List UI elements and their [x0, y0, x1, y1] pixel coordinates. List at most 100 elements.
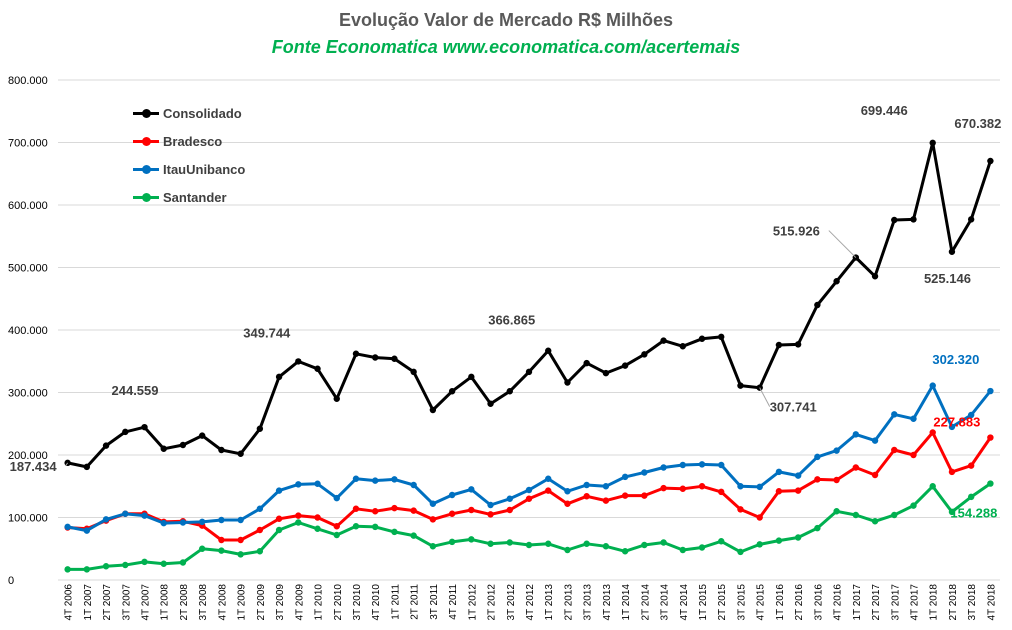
data-point: [891, 511, 898, 519]
data-point: [83, 566, 91, 573]
data-point: [833, 447, 840, 454]
data-point: [775, 537, 783, 544]
x-tick-label: 2T 2015: [717, 584, 728, 621]
chart-title: Evolução Valor de Mercado R$ Milhões: [338, 10, 674, 30]
x-tick-label: 4T 2007: [141, 584, 152, 621]
data-label: 187.434: [10, 459, 58, 474]
data-point: [487, 511, 494, 518]
data-point: [198, 545, 206, 552]
gridlines: [58, 79, 1000, 581]
data-point: [487, 540, 494, 547]
data-point: [102, 516, 110, 523]
data-point: [429, 406, 437, 414]
x-tick-label: 1T 2010: [314, 584, 325, 621]
series-lines: [64, 139, 994, 573]
series-bradesco: [64, 429, 994, 544]
data-point: [814, 476, 821, 483]
x-tick-label: 2T 2016: [794, 584, 805, 621]
data-point: [871, 471, 879, 479]
data-point: [314, 525, 321, 532]
x-tick-label: 3T 2007: [121, 584, 132, 621]
x-tick-label: 3T 2015: [736, 584, 747, 621]
data-point: [910, 451, 917, 459]
x-axis-tick-labels: 4T 2006 1T 2007 2T 2007 3T 2007 4T 2007 1T 20…: [64, 584, 998, 621]
data-point: [987, 434, 994, 441]
leader-line: [759, 387, 771, 407]
data-label: 515.926: [773, 224, 820, 239]
data-point: [256, 505, 264, 512]
data-point: [910, 415, 917, 422]
chart-subtitle: Fonte Economatica www.economatica.com/ac…: [271, 37, 741, 57]
legend-swatch: [133, 190, 159, 204]
data-point: [506, 495, 513, 502]
data-point: [987, 157, 994, 165]
data-point: [275, 515, 283, 522]
data-point: [448, 538, 456, 546]
series-santander: [64, 480, 994, 573]
data-point: [564, 546, 571, 554]
data-point: [391, 504, 398, 512]
data-point: [314, 480, 321, 487]
data-point: [372, 477, 379, 484]
x-tick-label: 1T 2016: [775, 584, 786, 621]
data-point: [891, 411, 898, 418]
data-point: [948, 423, 956, 431]
series-line: [67, 384, 992, 533]
data-point: [756, 483, 763, 491]
data-point: [64, 566, 71, 573]
legend-item-bradesco: Bradesco: [133, 127, 245, 155]
data-point: [545, 475, 552, 482]
data-point: [295, 512, 302, 519]
x-tick-label: 1T 2011: [390, 584, 401, 620]
data-point: [83, 527, 91, 534]
data-point: [794, 487, 802, 494]
data-label: 227.883: [933, 415, 980, 430]
data-point: [525, 368, 533, 376]
data-point: [660, 539, 667, 546]
data-point: [602, 543, 610, 550]
data-point: [391, 355, 398, 362]
legend-label: Consolidado: [163, 105, 242, 121]
data-point: [679, 461, 686, 469]
data-point: [814, 453, 821, 461]
series-itauunibanco: [64, 382, 994, 534]
x-tick-label: 2T 2008: [179, 584, 190, 621]
data-point: [429, 543, 437, 550]
data-point: [641, 541, 648, 549]
data-point: [814, 301, 821, 309]
data-point: [410, 532, 417, 539]
data-label: 349.744: [243, 325, 291, 340]
data-label: 366.865: [488, 313, 535, 328]
legend-swatch: [133, 162, 159, 176]
data-point: [237, 516, 244, 524]
y-tick-label: 500.000: [8, 263, 48, 275]
data-point: [775, 341, 783, 349]
data-point: [660, 464, 667, 471]
data-label: 699.446: [861, 103, 908, 118]
x-tick-label: 4T 2008: [217, 584, 228, 621]
x-tick-label: 2T 2017: [871, 584, 882, 621]
data-point: [698, 483, 706, 490]
data-point: [295, 358, 302, 365]
data-point: [929, 429, 936, 436]
x-tick-label: 1T 2012: [467, 584, 478, 621]
data-point: [621, 473, 629, 481]
chart-legend: Consolidado Bradesco ItauUnibanco Santander: [133, 99, 245, 211]
x-tick-label: 4T 2009: [294, 584, 305, 621]
data-point: [852, 511, 860, 519]
data-point: [179, 559, 187, 566]
x-tick-label: 3T 2017: [890, 584, 901, 621]
legend-label: Santander: [163, 189, 227, 205]
data-point: [852, 464, 860, 471]
data-point: [525, 495, 533, 502]
data-point: [679, 546, 686, 554]
x-tick-label: 4T 2006: [64, 584, 75, 621]
data-point: [737, 506, 744, 513]
data-point: [410, 507, 417, 514]
x-tick-label: 3T 2009: [275, 584, 286, 621]
data-point: [891, 216, 898, 224]
data-point: [160, 519, 167, 527]
data-point: [679, 485, 686, 492]
data-point: [698, 335, 706, 342]
